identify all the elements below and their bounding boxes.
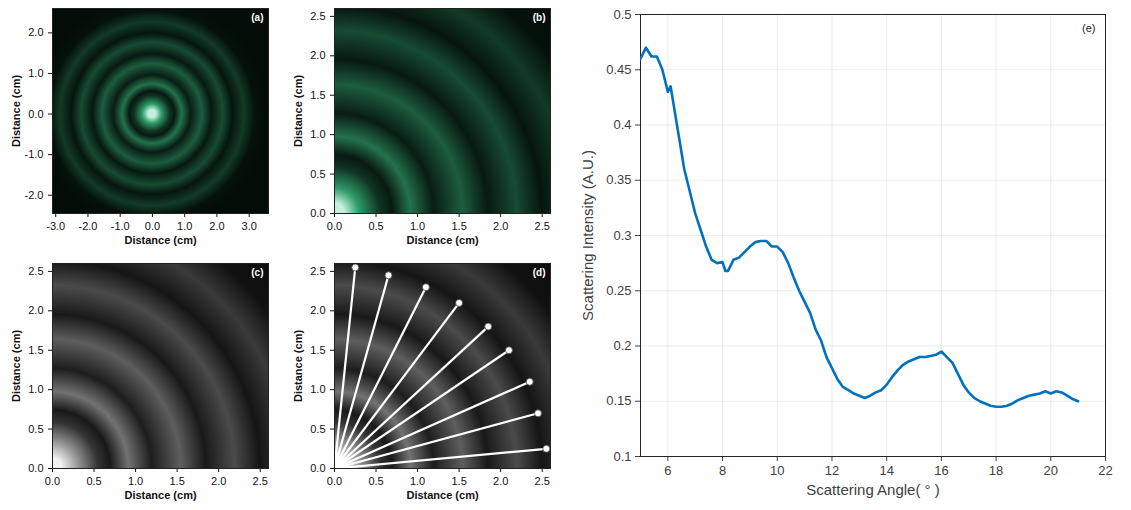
- svg-text:Distance (cm): Distance (cm): [10, 75, 22, 147]
- svg-text:0.25: 0.25: [606, 283, 631, 298]
- svg-text:10: 10: [770, 463, 784, 478]
- svg-text:Distance (cm): Distance (cm): [124, 489, 196, 501]
- svg-text:(a): (a): [251, 12, 263, 23]
- svg-text:1.5: 1.5: [451, 220, 466, 232]
- svg-text:0.45: 0.45: [606, 62, 631, 77]
- svg-text:1.5: 1.5: [451, 475, 466, 487]
- svg-text:2.0: 2.0: [209, 220, 224, 232]
- svg-text:1.0: 1.0: [310, 128, 325, 140]
- svg-text:0.4: 0.4: [613, 117, 631, 132]
- svg-text:0.5: 0.5: [310, 423, 325, 435]
- svg-text:6: 6: [664, 463, 671, 478]
- svg-text:-1.0: -1.0: [25, 148, 44, 160]
- svg-text:Distance (cm): Distance (cm): [292, 75, 304, 147]
- svg-text:0.0: 0.0: [45, 475, 60, 487]
- svg-text:1.0: 1.0: [28, 67, 43, 79]
- svg-text:Distance (cm): Distance (cm): [10, 330, 22, 402]
- svg-text:0.2: 0.2: [613, 338, 631, 353]
- svg-text:0.5: 0.5: [368, 475, 383, 487]
- svg-text:0.0: 0.0: [310, 462, 325, 474]
- svg-text:Distance (cm): Distance (cm): [124, 234, 196, 246]
- svg-text:18: 18: [989, 463, 1003, 478]
- svg-text:0.5: 0.5: [368, 220, 383, 232]
- svg-text:1.0: 1.0: [310, 383, 325, 395]
- svg-text:(b): (b): [533, 12, 546, 23]
- svg-text:2.5: 2.5: [310, 265, 325, 277]
- svg-text:1.0: 1.0: [28, 383, 43, 395]
- svg-text:1.5: 1.5: [310, 344, 325, 356]
- svg-text:2.5: 2.5: [310, 10, 325, 22]
- svg-text:2.0: 2.0: [211, 475, 226, 487]
- svg-text:0.35: 0.35: [606, 172, 631, 187]
- svg-text:0.15: 0.15: [606, 393, 631, 408]
- svg-text:0.0: 0.0: [327, 475, 342, 487]
- svg-text:Distance (cm): Distance (cm): [292, 330, 304, 402]
- svg-text:2.0: 2.0: [493, 220, 508, 232]
- svg-text:2.0: 2.0: [310, 304, 325, 316]
- svg-text:-3.0: -3.0: [46, 220, 65, 232]
- svg-text:0.0: 0.0: [145, 220, 160, 232]
- svg-text:1.5: 1.5: [310, 89, 325, 101]
- svg-text:2.0: 2.0: [28, 304, 43, 316]
- svg-text:2.5: 2.5: [253, 475, 268, 487]
- svg-text:(d): (d): [533, 267, 546, 278]
- svg-text:8: 8: [719, 463, 726, 478]
- svg-text:2.0: 2.0: [493, 475, 508, 487]
- svg-text:1.0: 1.0: [410, 475, 425, 487]
- svg-text:16: 16: [934, 463, 948, 478]
- svg-text:1.0: 1.0: [177, 220, 192, 232]
- svg-text:-2.0: -2.0: [25, 189, 44, 201]
- svg-text:0.0: 0.0: [310, 207, 325, 219]
- svg-text:(c): (c): [251, 267, 263, 278]
- svg-text:14: 14: [879, 463, 893, 478]
- svg-text:0.0: 0.0: [28, 462, 43, 474]
- svg-text:2.5: 2.5: [535, 475, 550, 487]
- svg-text:0.5: 0.5: [310, 168, 325, 180]
- svg-text:1.5: 1.5: [28, 344, 43, 356]
- svg-text:2.0: 2.0: [310, 49, 325, 61]
- svg-text:Scattering Intensity (A.U.): Scattering Intensity (A.U.): [579, 150, 596, 321]
- svg-text:-1.0: -1.0: [111, 220, 130, 232]
- svg-text:(e): (e): [1082, 22, 1095, 34]
- svg-text:Distance (cm): Distance (cm): [406, 489, 478, 501]
- svg-text:2.0: 2.0: [28, 26, 43, 38]
- svg-text:3.0: 3.0: [242, 220, 257, 232]
- svg-text:12: 12: [825, 463, 839, 478]
- svg-text:0.5: 0.5: [28, 423, 43, 435]
- svg-text:1.5: 1.5: [169, 475, 184, 487]
- svg-text:1.0: 1.0: [128, 475, 143, 487]
- svg-text:0.1: 0.1: [613, 449, 631, 464]
- svg-text:0.0: 0.0: [28, 108, 43, 120]
- svg-text:20: 20: [1044, 463, 1058, 478]
- svg-text:Distance (cm): Distance (cm): [406, 234, 478, 246]
- svg-text:0.0: 0.0: [327, 220, 342, 232]
- svg-text:2.5: 2.5: [535, 220, 550, 232]
- svg-text:1.0: 1.0: [410, 220, 425, 232]
- svg-text:0.5: 0.5: [86, 475, 101, 487]
- svg-text:Scattering Angle( ° ): Scattering Angle( ° ): [806, 481, 940, 498]
- svg-text:22: 22: [1098, 463, 1112, 478]
- svg-text:-2.0: -2.0: [78, 220, 97, 232]
- svg-text:0.3: 0.3: [613, 228, 631, 243]
- svg-text:0.5: 0.5: [613, 7, 631, 22]
- svg-text:2.5: 2.5: [28, 265, 43, 277]
